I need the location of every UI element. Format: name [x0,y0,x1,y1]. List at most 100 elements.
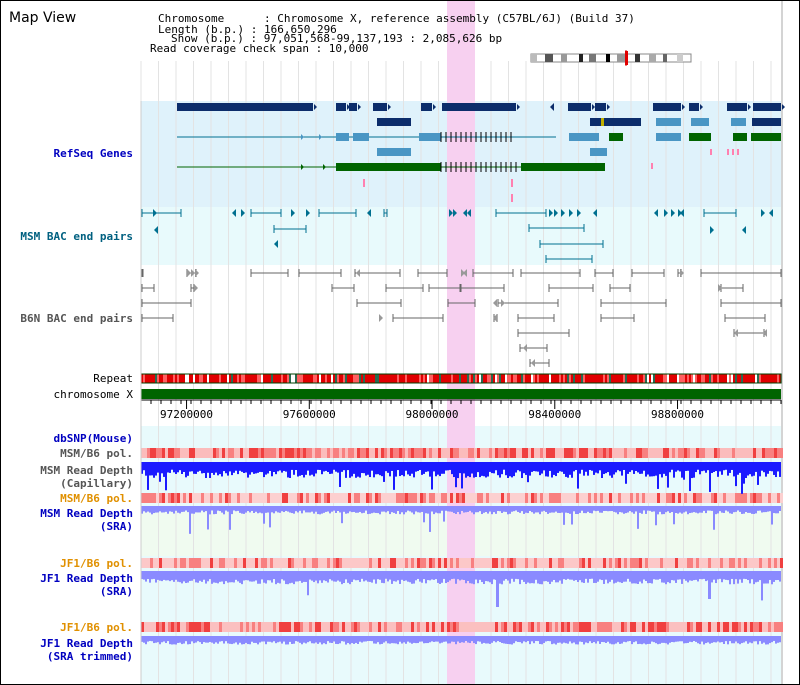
polymorphism-cell [183,622,186,632]
depth-bar [371,636,373,642]
track-label-repeat[interactable]: Repeat [93,372,133,385]
repeat-segment [425,374,427,383]
track-label-b6n-bac[interactable]: B6N BAC end pairs [20,312,133,325]
depth-bar [595,636,597,644]
depth-bar [393,636,395,644]
depth-bar [511,506,513,512]
polymorphism-cell [684,448,687,458]
depth-bar [653,506,655,512]
depth-bar [683,571,685,580]
depth-bar [339,636,341,644]
polymorphism-cell [189,448,192,458]
polymorphism-cell [150,622,153,632]
polymorphism-cell [264,493,267,503]
depth-bar [413,462,415,478]
polymorphism-cell [381,493,384,503]
polymorphism-cell [255,558,258,568]
depth-bar [309,571,311,580]
depth-bar [589,636,591,642]
repeat-segment [607,374,609,383]
track-label-msm-bac[interactable]: MSM BAC end pairs [20,230,133,243]
depth-bar [163,462,165,477]
polymorphism-cell [321,448,324,458]
repeat-segment [395,374,397,383]
polymorphism-cell [618,448,621,458]
depth-bar [629,462,631,472]
depth-bar [361,636,363,643]
polymorphism-cell [588,448,591,458]
depth-bar [747,636,749,644]
polymorphism-cell [498,493,501,503]
strand-arrow [577,209,581,217]
repeat-segment [269,374,271,383]
depth-bar [243,571,245,581]
polymorphism-cell [495,558,498,568]
depth-bar [555,636,557,645]
depth-bar [663,506,665,515]
depth-bar [281,506,283,512]
polymorphism-cell [747,558,750,568]
depth-bar [585,506,587,514]
track-label-jf1-b6-pol-2[interactable]: JF1/B6 pol. [60,621,133,634]
repeat-segment [299,374,301,383]
polymorphism-cell [150,448,153,458]
depth-bar [743,571,745,579]
polymorphism-cell [324,493,327,503]
track-label-chromosome[interactable]: chromosome X [53,388,133,401]
polymorphism-cell [765,493,768,503]
repeat-segment [423,374,425,383]
track-label-msm-read-depth-capillary[interactable]: MSM Read Depth (Capillary) [40,464,133,490]
polymorphism-cell [258,448,261,458]
depth-bar [685,636,687,644]
polymorphism-cell [234,622,237,632]
repeat-segment [541,374,543,383]
track-label-msm-read-depth-sra[interactable]: MSM Read Depth (SRA) [40,507,133,533]
polymorphism-cell [156,622,159,632]
depth-bar [253,506,255,513]
depth-bar [395,506,397,514]
strand-arrow [769,209,773,217]
polymorphism-cell [762,558,765,568]
depth-bar [749,506,751,513]
polymorphism-cell [540,558,543,568]
track-label-jf1-b6-pol-1[interactable]: JF1/B6 pol. [60,557,133,570]
depth-bar [255,462,257,474]
depth-bar [699,636,701,645]
repeat-segment [263,374,265,383]
depth-bar [151,636,153,642]
repeat-segment [185,374,187,383]
polymorphism-cell [153,493,156,503]
track-label-dbsnp[interactable]: dbSNP(Mouse) [53,432,133,445]
track-label-msm-b6-pol-1[interactable]: MSM/B6 pol. [60,447,133,460]
polymorphism-cell [174,558,177,568]
polymorphism-cell [330,622,333,632]
polymorphism-cell [339,448,342,458]
depth-bar [345,462,347,478]
polymorphism-cell [372,622,375,632]
track-label-jf1-read-depth-trimmed[interactable]: JF1 Read Depth (SRA trimmed) [40,637,133,663]
repeat-segment [403,374,405,383]
track-label-jf1-read-depth-sra[interactable]: JF1 Read Depth (SRA) [40,572,133,598]
depth-bar [299,462,301,476]
depth-bar [451,571,453,579]
track-label-refseq[interactable]: RefSeq Genes [53,147,133,160]
polymorphism-cell [222,448,225,458]
polymorphism-cell [711,622,714,632]
repeat-segment [259,374,261,383]
depth-bar [277,636,279,643]
depth-bar [731,571,733,579]
repeat-segment [283,374,285,383]
depth-bar [211,636,213,643]
polymorphism-cell [462,493,465,503]
depth-bar [145,571,147,582]
polymorphism-cell [177,622,180,632]
depth-bar [367,636,369,642]
gene-marker [737,149,739,155]
track-label-msm-b6-pol-2[interactable]: MSM/B6 pol. [60,492,133,505]
depth-bar [535,462,537,472]
repeat-segment [357,374,359,383]
depth-bar [363,462,365,474]
repeat-segment [409,374,411,383]
repeat-segment [313,374,315,383]
